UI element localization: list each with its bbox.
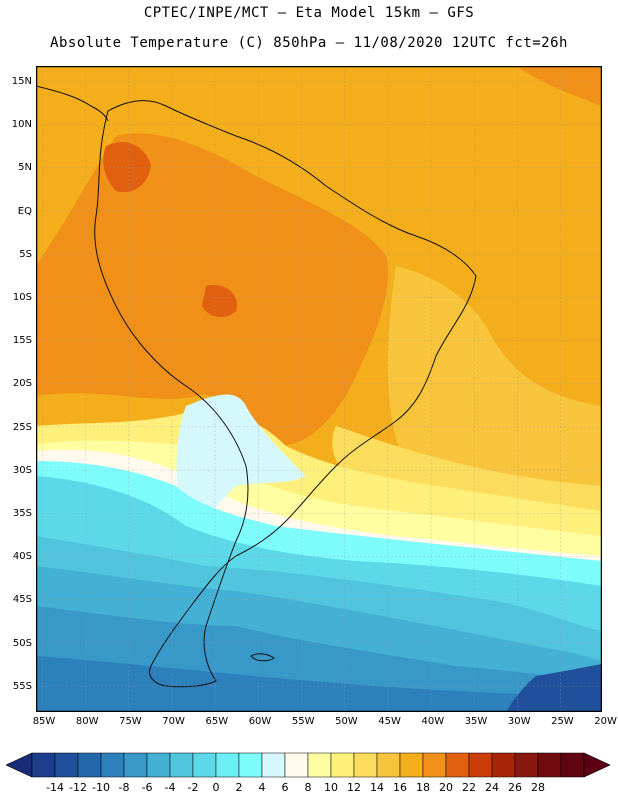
colorbar-tick-label: 26 [508, 781, 522, 794]
colorbar-tick-label: -12 [69, 781, 87, 794]
colorbar-swatch [330, 752, 355, 778]
map-title-line-2: Absolute Temperature (C) 850hPa – 11/08/… [50, 35, 568, 51]
colorbar-under-arrow [6, 752, 33, 778]
lon-label: 45W [378, 716, 401, 727]
lat-label: 5S [19, 248, 32, 260]
colorbar-swatch [100, 752, 125, 778]
lat-label: 50S [12, 637, 32, 649]
lat-label: 15N [11, 76, 32, 87]
map-border [36, 66, 602, 712]
colorbar-tick-label: 14 [370, 781, 384, 794]
lon-label: 75W [119, 716, 142, 727]
lat-label: 35S [12, 508, 32, 519]
lat-label: EQ [17, 205, 32, 217]
lon-label: 35W [464, 716, 488, 727]
lat-label: 10S [12, 292, 32, 303]
lon-label: 40W [421, 716, 445, 727]
colorbar-swatch [77, 752, 102, 778]
colorbar-swatch [146, 752, 171, 778]
lat-label: 15S [12, 335, 32, 347]
colorbar-swatch [31, 752, 56, 778]
colorbar-swatch [422, 752, 447, 778]
colorbar-tick-label: 24 [485, 781, 499, 794]
lon-label: 60W [248, 716, 272, 727]
lon-label: 30W [507, 716, 531, 727]
colorbar-swatch [238, 752, 263, 778]
lat-label: 45S [12, 594, 32, 606]
colorbar-tick-label: 0 [212, 781, 220, 794]
lat-label: 30S [12, 464, 32, 476]
colorbar-swatch [261, 752, 286, 778]
colorbar-swatch [192, 752, 217, 778]
colorbar-swatch [376, 752, 401, 778]
colorbar-tick-label: 22 [462, 781, 476, 794]
colorbar-tick-label: -2 [187, 781, 199, 794]
colorbar-tick-label: 6 [281, 781, 289, 794]
colorbar-swatch [537, 752, 562, 778]
colorbar-swatch [169, 752, 194, 778]
lon-label: 25W [551, 716, 574, 727]
lat-label: 25S [12, 421, 32, 433]
colorbar-tick-label: -14 [46, 781, 64, 794]
colorbar-swatch [445, 752, 470, 778]
lat-label: 55S [12, 680, 32, 692]
colorbar-tick-label: 28 [531, 781, 545, 794]
colorbar-swatch [491, 752, 516, 778]
colorbar-tick-label: -6 [141, 781, 153, 794]
colorbar-swatch [560, 752, 585, 778]
lon-label: 70W [162, 716, 185, 727]
colorbar-over-arrow [583, 752, 611, 778]
colorbar-tick-label: 4 [258, 781, 266, 794]
colorbar-tick-label: 18 [416, 781, 430, 794]
colorbar-swatch [353, 752, 378, 778]
lon-label: 20W [594, 716, 617, 727]
colorbar-swatch [284, 752, 309, 778]
colorbar-tick-label: -10 [92, 781, 110, 794]
lon-label: 85W [32, 716, 56, 727]
colorbar-tick-label: 2 [235, 781, 243, 794]
lat-lon-grid [36, 66, 602, 712]
colorbar-swatch [468, 752, 493, 778]
colorbar-tick-label: -8 [118, 781, 130, 794]
colorbar-swatch [123, 752, 148, 778]
colorbar-tick-label: 20 [439, 781, 453, 794]
colorbar-tick-label: 8 [304, 781, 312, 794]
lon-label: 80W [75, 716, 99, 727]
lat-label: 10N [11, 119, 32, 131]
colorbar-swatch [399, 752, 424, 778]
colorbar-swatch [215, 752, 240, 778]
map-title-line-1: CPTEC/INPE/MCT – Eta Model 15km – GFS [143, 5, 475, 21]
colorbar [6, 752, 611, 778]
colorbar-swatch [54, 752, 79, 778]
lon-label: 65W [205, 716, 229, 727]
colorbar-tick-label: 10 [324, 781, 338, 794]
lon-label: 50W [335, 716, 358, 727]
colorbar-tick-label: -4 [164, 781, 176, 794]
colorbar-tick-label: 16 [393, 781, 407, 794]
colorbar-tick-label: 12 [347, 781, 361, 794]
colorbar-swatch [514, 752, 539, 778]
lon-label: 55W [291, 716, 315, 727]
temperature-map [36, 66, 602, 712]
lat-label: 20S [12, 378, 32, 390]
lat-label: 40S [12, 551, 32, 563]
lat-label: 5N [18, 162, 32, 174]
colorbar-swatch [307, 752, 332, 778]
